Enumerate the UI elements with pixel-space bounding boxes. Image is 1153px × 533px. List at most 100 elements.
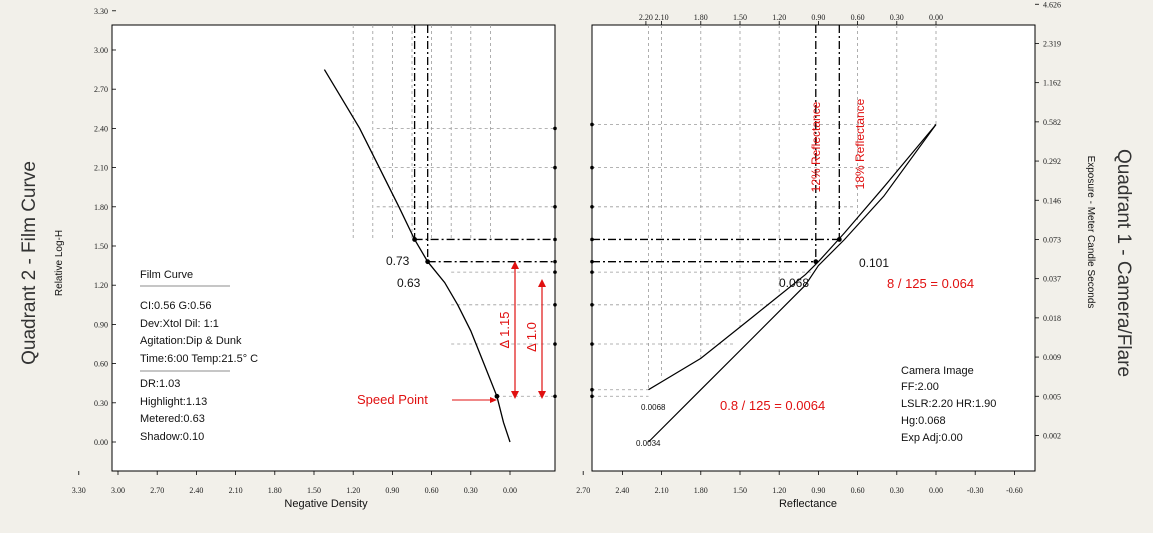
- q2-xtick-label: 0.90: [385, 486, 399, 495]
- film-curve-line: [323, 69, 511, 443]
- q2-xtick-label: 0.60: [425, 486, 439, 495]
- q1-ytick-label: 4.626: [1043, 0, 1061, 9]
- q2-xtick-label: 0.00: [503, 486, 517, 495]
- q2-ytick-label: 0.90: [94, 320, 108, 329]
- q1-ytick-label: 0.146: [1043, 196, 1061, 205]
- q1-point-marker: [836, 237, 842, 242]
- q2-xtick-label: 3.00: [111, 486, 125, 495]
- q2-border-dot: [553, 237, 557, 242]
- q1-xtick-label: 0.00: [929, 486, 943, 495]
- q2-info-line: Agitation:Dip & Dunk: [140, 335, 242, 347]
- speed-point-arrowhead: [490, 397, 497, 403]
- q1-toptick-label: 2.10: [655, 13, 669, 22]
- q2-stat-line: DR:1.03: [140, 378, 180, 390]
- q1-title: Quadrant 1 - Camera/Flare: [1113, 149, 1134, 377]
- camera-curve-no-flare: [648, 124, 937, 443]
- q2-ytick-label: 0.00: [94, 438, 108, 447]
- q2-xlabel: Negative Density: [284, 498, 368, 510]
- q2-border-dot: [553, 259, 557, 264]
- q1-info-line: FF:2.00: [901, 381, 939, 393]
- q2-title: Quadrant 2 - Film Curve: [19, 161, 40, 365]
- q1-point-label: 0.101: [859, 256, 889, 270]
- q2-xtick-label: 2.40: [189, 486, 203, 495]
- q2-ytick-label: 1.50: [94, 242, 108, 251]
- q1-toptick-label: 1.20: [772, 13, 786, 22]
- q1-info-line: Hg:0.068: [901, 415, 946, 427]
- q1-info-line: Exp Adj:0.00: [901, 432, 963, 444]
- q2-point-marker: [412, 237, 418, 242]
- q2-xtick-label: 1.20: [346, 486, 360, 495]
- q2-point-marker: [425, 259, 431, 265]
- q1-toptick-label: 0.90: [811, 13, 825, 22]
- q2-ytick-label: 0.60: [94, 360, 108, 369]
- q1-ytick-label: 0.037: [1043, 275, 1061, 284]
- q1-border-dot: [590, 259, 594, 264]
- q2-ytick-label: 1.20: [94, 281, 108, 290]
- q2-ytick-label: 0.30: [94, 399, 108, 408]
- q2-stat-line: Shadow:0.10: [140, 431, 204, 443]
- q1-ytick-label: 0.009: [1043, 353, 1061, 362]
- camera-curve-flare: [648, 124, 937, 391]
- q1-ytick-label: 0.018: [1043, 314, 1061, 323]
- q1-toptick-label: 0.60: [851, 13, 865, 22]
- q2-info-line: CI:0.56 G:0.56: [140, 300, 212, 312]
- delta-label-1-0: Δ 1.0: [524, 322, 539, 352]
- q1-border-dot: [590, 165, 594, 170]
- q2-info-line: Dev:Xtol Dil: 1:1: [140, 318, 219, 330]
- reflectance-label-12: 12% Reflectance: [809, 101, 823, 192]
- delta-label-1-15: Δ 1.15: [497, 312, 512, 349]
- speed-point-label: Speed Point: [357, 392, 428, 407]
- q2-border-dot: [553, 342, 557, 346]
- q1-xtick-label: -0.30: [967, 486, 984, 495]
- q2-border-dot: [553, 165, 557, 170]
- q1-ytick-label: 0.002: [1043, 431, 1061, 440]
- q1-ylabel: Exposure - Meter Candle Seconds: [1085, 156, 1096, 309]
- q1-toptick-label: 0.00: [929, 13, 943, 22]
- q1-ytick-label: 0.073: [1043, 235, 1061, 244]
- q1-border-dot: [590, 237, 594, 242]
- q2-ytick-label: 3.30: [94, 7, 108, 16]
- delta-arrowhead: [511, 391, 519, 399]
- q1-toptick-label: 1.80: [694, 13, 708, 22]
- q1-ytick-label: 0.582: [1043, 118, 1061, 127]
- q2-plot-area: [111, 24, 556, 472]
- q2-stat-line: Highlight:1.13: [140, 396, 207, 408]
- q2-ytick-label: 2.70: [94, 85, 108, 94]
- q1-xtick-label: 2.10: [655, 486, 669, 495]
- q1-border-dot: [590, 342, 594, 346]
- q1-toptick-label: 2.20: [639, 13, 653, 22]
- delta-arrowhead: [538, 391, 546, 399]
- q2-ytick-label: 2.10: [94, 164, 108, 173]
- q2-border-dot: [553, 394, 557, 399]
- q1-xtick-label: 0.30: [890, 486, 904, 495]
- q2-border-dot: [553, 302, 557, 307]
- q1-point-label: 0.068: [779, 276, 809, 290]
- exposure-annotation: 0.8 / 125 = 0.0064: [720, 398, 825, 413]
- delta-arrowhead: [511, 261, 519, 269]
- speed-point-marker: [494, 393, 500, 399]
- q2-xtick-label: 3.30: [72, 486, 86, 495]
- q1-xtick-label: 1.20: [772, 486, 786, 495]
- q1-xtick-label: 2.70: [576, 486, 590, 495]
- exposure-annotation: 8 / 125 = 0.064: [887, 276, 974, 291]
- q1-border-dot: [590, 270, 594, 274]
- q1-point-label: 0.0034: [636, 439, 661, 448]
- q1-border-dot: [590, 302, 594, 307]
- q2-ytick-label: 2.40: [94, 124, 108, 133]
- q1-ytick-label: 2.319: [1043, 39, 1061, 48]
- q2-xtick-label: 0.30: [464, 486, 478, 495]
- q1-ytick-label: 0.005: [1043, 392, 1061, 401]
- q2-border-dot: [553, 126, 557, 131]
- q1-plot-area: [591, 24, 1036, 472]
- q1-xtick-label: 2.40: [615, 486, 629, 495]
- q2-info-heading: Film Curve: [140, 269, 193, 281]
- q2-info-line: Time:6:00 Temp:21.5° C: [140, 353, 258, 365]
- q1-point-label: 0.0068: [641, 403, 666, 412]
- q1-xlabel: Reflectance: [779, 498, 837, 510]
- q2-xtick-label: 2.70: [150, 486, 164, 495]
- q2-ytick-label: 3.00: [94, 46, 108, 55]
- reflectance-label-18: 18% Reflectance: [853, 98, 867, 189]
- q1-xtick-label: 0.60: [851, 486, 865, 495]
